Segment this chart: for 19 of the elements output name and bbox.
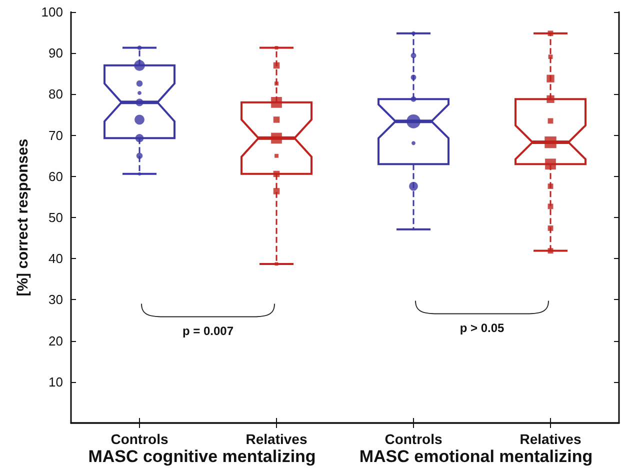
y-tick-label: 30 [48, 292, 63, 308]
annotation: p = 0.007 [182, 324, 234, 338]
y-axis-title: [%] correct responses [14, 138, 32, 296]
x-tick-label: Controls [110, 431, 168, 447]
y-tick-label: 70 [48, 128, 63, 143]
y-tick-label: 60 [48, 168, 63, 184]
y-tick-label: 10 [48, 374, 63, 390]
y-tick-label: 40 [48, 251, 63, 266]
text: MASC emotional mentalizing [359, 447, 593, 466]
y-tick-label: 100 [41, 4, 63, 20]
x-tick-label: Relatives [520, 431, 582, 447]
y-tick-label: 20 [48, 333, 63, 348]
text: MASC cognitive mentalizing [88, 447, 316, 466]
x-tick-label: Controls [384, 431, 442, 447]
y-tick-label: 50 [48, 210, 63, 225]
y-tick-label: 80 [48, 86, 63, 102]
y-tick-label: 90 [48, 46, 63, 61]
annotation: p > 0.05 [460, 320, 504, 335]
x-tick-label: Relatives [246, 431, 308, 447]
